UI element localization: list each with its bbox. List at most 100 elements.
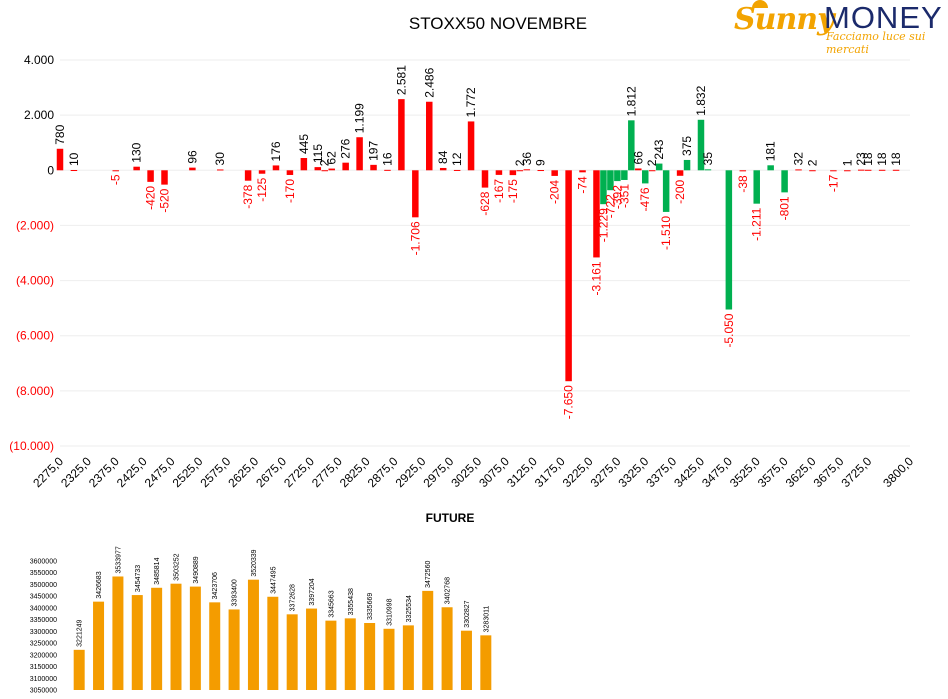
y-tick-label: (2.000) (16, 218, 54, 232)
future-bar-value-label: 3402768 (445, 577, 452, 604)
bar (412, 170, 419, 218)
future-bar (441, 607, 453, 690)
bar-value-label: 1.772 (464, 87, 478, 117)
bar (495, 170, 503, 175)
bar (314, 167, 322, 171)
bar-value-label: 1.832 (694, 85, 708, 115)
x-tick-label: 2675,0 (253, 454, 289, 490)
bar-value-label: 35 (701, 152, 715, 166)
bar-value-label: -5.050 (722, 313, 736, 347)
bar-value-label: -351 (617, 184, 631, 208)
bar (537, 170, 544, 172)
bar (356, 137, 363, 171)
future-bar-value-label: 3533977 (115, 546, 122, 573)
bar-value-label: 84 (436, 150, 450, 164)
y-tick-label: (8.000) (16, 384, 54, 398)
bar (321, 170, 329, 172)
x-tick-label: 3325,0 (616, 454, 652, 490)
bar (439, 167, 447, 171)
x-tick-label: 3175,0 (532, 454, 568, 490)
x-tick-label: 2325,0 (58, 454, 94, 490)
x-tick-label: 2475,0 (142, 454, 178, 490)
future-bar (151, 587, 163, 690)
future-bar-value-label: 3426683 (96, 571, 103, 598)
future-bar-value-label: 3283011 (483, 606, 490, 633)
bar (384, 169, 391, 171)
bar (516, 170, 524, 172)
future-y-tick-label: 3400000 (30, 605, 57, 612)
bar-value-label: -204 (548, 180, 562, 204)
future-y-tick-label: 3450000 (30, 594, 57, 601)
bar-value-label: -38 (736, 175, 750, 193)
logo-brand-word1: Sunny (734, 2, 835, 37)
logo-brand-word2: MONEY (824, 0, 943, 35)
chart-title: STOXX50 NOVEMBRE (409, 14, 587, 33)
bar (844, 170, 851, 172)
bar-value-label: 1.199 (353, 103, 367, 133)
sunny-money-logo: Sunny MONEY Facciamo luce sui mercati (734, 0, 946, 56)
future-bar-value-label: 3490889 (193, 556, 200, 583)
bar (878, 169, 886, 171)
bar-value-label: -628 (478, 191, 492, 215)
x-tick-label: 2625,0 (225, 454, 261, 490)
future-bar (422, 590, 434, 690)
bar (795, 169, 802, 171)
future-y-tick-label: 3550000 (30, 570, 57, 577)
bar-value-label: -17 (826, 174, 840, 192)
future-bar (131, 595, 143, 690)
bar (328, 168, 335, 171)
x-tick-label: 2725,0 (281, 454, 317, 490)
future-bar-value-label: 3520339 (251, 549, 258, 576)
bar (300, 158, 308, 171)
bar-value-label: -1.510 (659, 216, 673, 250)
x-tick-label: 2525,0 (170, 454, 206, 490)
bar (725, 170, 733, 310)
future-bar-value-label: 3454733 (135, 565, 142, 592)
future-bar (460, 630, 472, 690)
future-bar-value-label: 3221249 (77, 619, 84, 646)
future-y-tick-label: 3350000 (30, 617, 57, 624)
bar-value-label: -74 (576, 176, 590, 194)
future-bar (344, 618, 356, 690)
future-bar (383, 628, 395, 690)
x-tick-label: 2925,0 (393, 454, 429, 490)
bar-value-label: -1.211 (750, 207, 764, 240)
bar-value-label: 30 (213, 152, 227, 166)
future-bar (170, 583, 182, 690)
y-tick-label: 4.000 (24, 53, 54, 67)
bar-value-label: 130 (130, 142, 144, 162)
bar-value-label: -801 (778, 196, 792, 220)
bar-value-label: 10 (67, 152, 81, 166)
x-tick-label: 3125,0 (504, 454, 540, 490)
bar-value-label: 18 (889, 152, 903, 166)
bar-value-label: 23 (854, 152, 868, 166)
bar-value-label: 1.812 (624, 86, 638, 116)
bar (830, 170, 837, 172)
bar (467, 121, 475, 171)
x-tick-label: 2975,0 (420, 454, 456, 490)
x-tick-label: 2575,0 (197, 454, 233, 490)
bar (767, 165, 774, 171)
bar-value-label: 12 (450, 152, 464, 166)
bar (628, 120, 635, 171)
logo-tagline: Facciamo luce sui mercati (826, 30, 926, 56)
bar-value-label: 181 (764, 141, 778, 161)
future-chart-title: FUTURE (426, 511, 475, 525)
bar-value-label: 66 (631, 151, 645, 165)
x-tick-label: 3625,0 (783, 454, 819, 490)
bar-value-label: 176 (269, 141, 283, 161)
bar (683, 159, 691, 171)
future-bar (325, 620, 337, 690)
bar (272, 165, 280, 171)
bar-value-label: 18 (875, 152, 889, 166)
bar (697, 119, 705, 171)
future-y-tick-label: 3250000 (30, 641, 57, 648)
future-bar (209, 602, 221, 690)
bar-value-label: 115 (311, 144, 325, 163)
x-tick-label: 2425,0 (114, 454, 150, 490)
future-bar-value-label: 3393400 (232, 579, 239, 606)
bar (781, 170, 788, 193)
future-bar (93, 601, 105, 690)
future-bar (247, 579, 259, 690)
x-tick-label: 3025,0 (448, 454, 484, 490)
